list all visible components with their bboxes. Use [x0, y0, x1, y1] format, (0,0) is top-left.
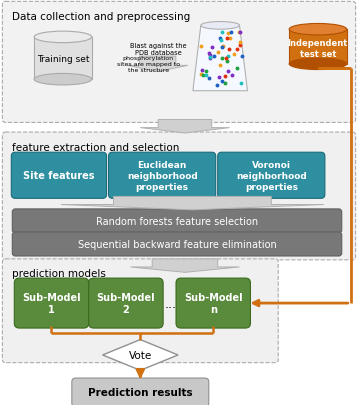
- Ellipse shape: [289, 24, 347, 36]
- Text: phosphorylation
sites are mapped to
the structure: phosphorylation sites are mapped to the …: [117, 56, 180, 72]
- Text: Random forests feature selection: Random forests feature selection: [96, 216, 258, 226]
- FancyBboxPatch shape: [3, 133, 356, 260]
- Text: Sub-Model
1: Sub-Model 1: [22, 292, 81, 315]
- FancyBboxPatch shape: [11, 153, 107, 199]
- FancyBboxPatch shape: [72, 378, 209, 405]
- Text: Sub-Model
2: Sub-Model 2: [97, 292, 155, 315]
- Text: Sequential backward feature elimination: Sequential backward feature elimination: [78, 239, 276, 249]
- Text: ...: ...: [165, 297, 177, 310]
- Text: feature extraction and selection: feature extraction and selection: [12, 142, 179, 152]
- FancyBboxPatch shape: [89, 278, 163, 328]
- FancyBboxPatch shape: [108, 153, 216, 199]
- Text: Vote: Vote: [129, 350, 152, 360]
- Ellipse shape: [34, 74, 92, 86]
- FancyBboxPatch shape: [14, 278, 89, 328]
- Polygon shape: [140, 120, 230, 134]
- Text: prediction models: prediction models: [12, 269, 106, 279]
- Polygon shape: [103, 340, 178, 371]
- Polygon shape: [193, 26, 247, 92]
- FancyBboxPatch shape: [3, 2, 356, 123]
- FancyBboxPatch shape: [176, 278, 251, 328]
- Ellipse shape: [289, 59, 347, 70]
- Ellipse shape: [201, 22, 239, 30]
- Text: Prediction results: Prediction results: [88, 388, 193, 397]
- FancyBboxPatch shape: [12, 209, 342, 233]
- Ellipse shape: [34, 32, 92, 44]
- Text: Data collection and preprocessing: Data collection and preprocessing: [12, 12, 191, 22]
- FancyBboxPatch shape: [218, 153, 325, 199]
- Polygon shape: [130, 259, 239, 273]
- Text: Euclidean
neighborhood
properties: Euclidean neighborhood properties: [127, 161, 197, 191]
- Polygon shape: [61, 197, 324, 210]
- Text: Sub-Model
n: Sub-Model n: [184, 292, 243, 315]
- Text: Voronoi
neighborhood
properties: Voronoi neighborhood properties: [236, 161, 307, 191]
- FancyBboxPatch shape: [289, 30, 347, 65]
- Text: Training set: Training set: [37, 54, 89, 64]
- Text: Site features: Site features: [23, 171, 95, 181]
- Text: Blast against the
PDB database: Blast against the PDB database: [130, 43, 186, 56]
- Polygon shape: [127, 57, 188, 72]
- FancyBboxPatch shape: [3, 259, 278, 363]
- FancyBboxPatch shape: [34, 38, 92, 80]
- Text: Independent
test set: Independent test set: [288, 39, 348, 60]
- FancyBboxPatch shape: [12, 232, 342, 256]
